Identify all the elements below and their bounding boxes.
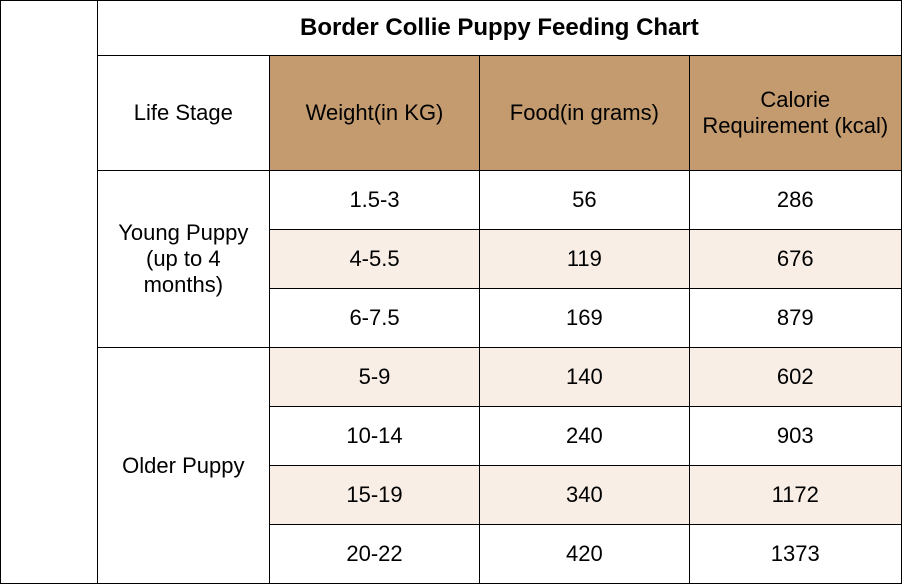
col-header-calorie: Calorie Requirement (kcal) [689,56,901,171]
cell-food: 240 [480,407,689,466]
feeding-chart-table: Border Collie Puppy Feeding Chart Life S… [0,0,902,584]
cell-food: 56 [480,171,689,230]
cell-weight: 6-7.5 [269,289,479,348]
cell-weight: 10-14 [269,407,479,466]
cell-kcal: 879 [689,289,901,348]
cell-kcal: 1373 [689,525,901,584]
cell-food: 169 [480,289,689,348]
cell-weight: 20-22 [269,525,479,584]
cell-food: 119 [480,230,689,289]
cell-food: 340 [480,466,689,525]
table-row: Young Puppy (up to 4 months) 1.5-3 56 28… [1,171,902,230]
cell-kcal: 286 [689,171,901,230]
cell-weight: 5-9 [269,348,479,407]
stage-older: Older Puppy [97,348,269,584]
cell-kcal: 1172 [689,466,901,525]
cell-kcal: 602 [689,348,901,407]
col-header-food: Food(in grams) [480,56,689,171]
cell-kcal: 903 [689,407,901,466]
col-header-weight: Weight(in KG) [269,56,479,171]
cell-weight: 1.5-3 [269,171,479,230]
table-title: Border Collie Puppy Feeding Chart [97,1,901,56]
stage-young: Young Puppy (up to 4 months) [97,171,269,348]
cell-weight: 15-19 [269,466,479,525]
table-row: Older Puppy 5-9 140 602 [1,348,902,407]
cell-kcal: 676 [689,230,901,289]
cell-weight: 4-5.5 [269,230,479,289]
table-side-blank [1,1,98,584]
col-header-life-stage: Life Stage [97,56,269,171]
cell-food: 140 [480,348,689,407]
cell-food: 420 [480,525,689,584]
